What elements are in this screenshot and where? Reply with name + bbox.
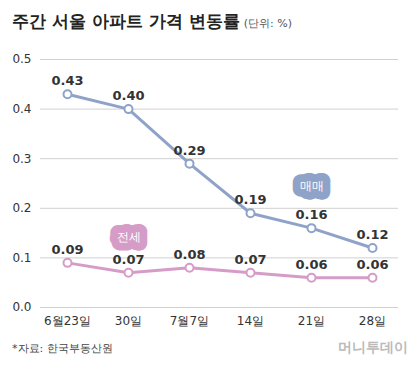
svg-text:0.5: 0.5 <box>12 52 31 66</box>
svg-text:0.0: 0.0 <box>12 300 31 314</box>
svg-text:0.06: 0.06 <box>356 257 388 272</box>
svg-text:0.07: 0.07 <box>112 252 144 267</box>
svg-text:28일: 28일 <box>359 314 386 328</box>
svg-text:0.07: 0.07 <box>234 252 266 267</box>
svg-text:0.16: 0.16 <box>295 207 327 222</box>
svg-text:0.12: 0.12 <box>356 227 388 242</box>
svg-text:0.29: 0.29 <box>173 143 205 158</box>
svg-text:21일: 21일 <box>298 314 325 328</box>
svg-text:0.09: 0.09 <box>51 242 83 257</box>
svg-text:0.2: 0.2 <box>12 201 31 215</box>
svg-text:0.3: 0.3 <box>12 152 31 166</box>
html-text:*자료: 한국부동산원: *자료: 한국부동산원 <box>12 341 113 355</box>
svg-text:0.40: 0.40 <box>112 88 144 103</box>
svg-text:0.06: 0.06 <box>295 257 327 272</box>
svg-text:0.19: 0.19 <box>234 192 266 207</box>
svg-text:매매: 매매 <box>300 179 324 193</box>
svg-text:전세: 전세 <box>117 230 141 244</box>
svg-text:14일: 14일 <box>237 314 264 328</box>
svg-text:0.43: 0.43 <box>51 73 83 88</box>
svg-text:0.4: 0.4 <box>12 102 31 116</box>
svg-text:0.08: 0.08 <box>173 247 205 262</box>
svg-text:30일: 30일 <box>115 314 142 328</box>
html-text:머니투데이: 머니투데이 <box>338 339 408 355</box>
svg-text:0.1: 0.1 <box>12 251 31 265</box>
html-text:주간 서울 아파트 가격 변동률 (단위: %): 주간 서울 아파트 가격 변동률 (단위: %) <box>12 11 292 31</box>
svg-text:6월23일: 6월23일 <box>44 314 91 328</box>
svg-text:7월7일: 7월7일 <box>170 314 209 328</box>
